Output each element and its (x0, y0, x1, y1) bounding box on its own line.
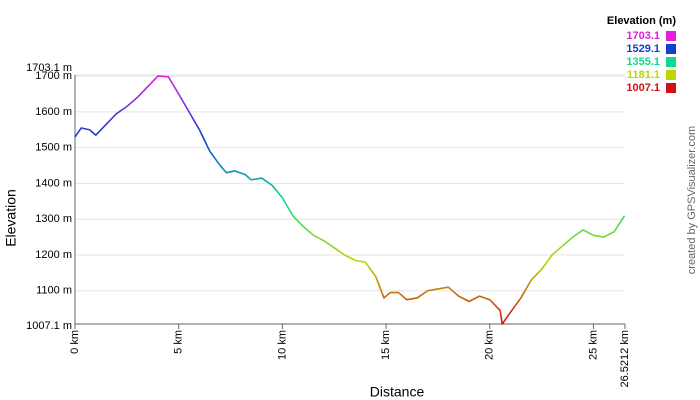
y-tick-label: 1500 m (35, 142, 72, 154)
legend-swatch (666, 70, 676, 80)
legend-value: 1355.1 (626, 56, 660, 68)
y-tick-label: 1100 m (36, 285, 72, 297)
legend-swatch (666, 57, 676, 67)
x-tick-label: 0 km (69, 330, 81, 354)
y-tick-label: 1007.1 m (26, 320, 72, 332)
legend-value: 1181.1 (627, 69, 660, 81)
x-tick-label: 20 km (484, 330, 496, 360)
legend-swatch (666, 31, 676, 41)
y-tick-label: 1600 m (35, 106, 72, 118)
y-tick-label: 1200 m (35, 249, 72, 261)
y-tick-label: 1300 m (35, 213, 72, 225)
legend-value: 1529.1 (626, 43, 660, 55)
legend-value: 1703.1 (626, 30, 660, 42)
legend-value: 1007.1 (626, 82, 660, 94)
legend-swatch (666, 83, 676, 93)
legend-swatch (666, 44, 676, 54)
x-tick-label: 15 km (380, 330, 392, 360)
y-tick-label: 1700 m (35, 70, 72, 82)
y-axis-label: Elevation (3, 189, 19, 247)
credit: created by GPSVisualizer.com (686, 126, 698, 274)
x-axis-label: Distance (370, 384, 425, 400)
x-tick-label: 10 km (276, 330, 288, 360)
y-tick-label: 1703.1 m (26, 62, 72, 74)
x-tick-label: 5 km (173, 330, 185, 354)
elevation-line (74, 75, 626, 325)
x-tick-label: 26.5212 km (619, 330, 631, 387)
y-tick-label: 1400 m (35, 177, 72, 189)
legend-title: Elevation (m) (607, 15, 676, 27)
x-tick-label: 25 km (587, 330, 599, 360)
